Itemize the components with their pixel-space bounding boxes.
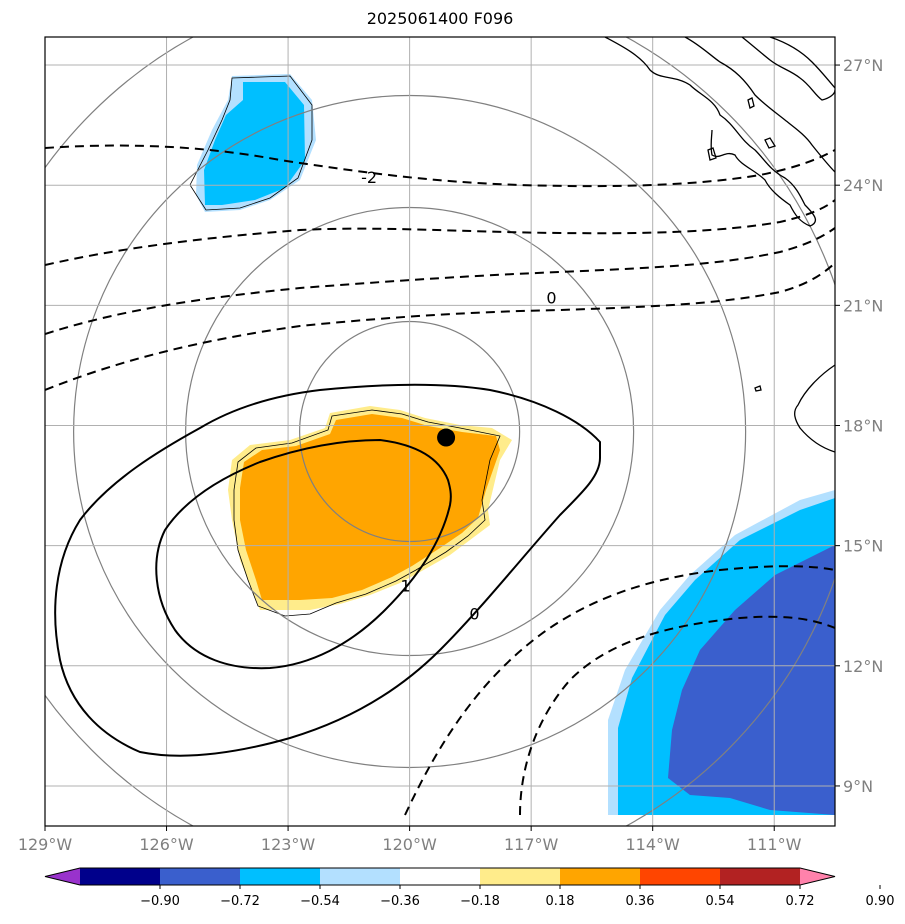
lon-tick-label: 126°W	[139, 835, 194, 854]
map-title: 2025061400 F096	[366, 9, 514, 28]
thin-contour-nw	[189, 75, 313, 211]
colorbar-label: 0.90	[866, 894, 895, 909]
colorbar-label: −0.18	[460, 894, 500, 909]
island-ne	[747, 97, 755, 109]
coast-sw-islands	[764, 137, 776, 149]
lon-tick-label: 114°W	[626, 835, 681, 854]
dashed-contour-6	[519, 615, 835, 816]
lon-tick-label: 120°W	[382, 835, 437, 854]
dashed-contour-5	[404, 565, 835, 816]
blue-anomaly-inner	[204, 82, 305, 205]
contour-label: 0	[546, 288, 556, 307]
blue-anomaly-se-strong	[668, 545, 835, 815]
jalisco-coast	[794, 364, 835, 453]
colorbar-label: −0.90	[140, 894, 180, 909]
lon-tick-label: 123°W	[261, 835, 316, 854]
colorbar-segment	[160, 868, 241, 885]
sonora-coast	[769, 37, 835, 89]
gulf-coast	[741, 37, 835, 101]
colorbar-segment	[240, 868, 321, 885]
contour-label: 1	[400, 577, 410, 596]
colorbar-label: 0.18	[546, 894, 575, 909]
colorbar-outline	[44, 867, 836, 886]
dashed-contour-2	[45, 199, 835, 266]
colorbar-extend-low	[45, 868, 80, 885]
cedros-island	[707, 147, 717, 161]
solid-contour-1	[155, 438, 452, 670]
anomaly-shading	[196, 74, 835, 815]
negative-contours	[45, 144, 835, 816]
colorbar-segment	[720, 868, 801, 885]
colorbar-segment	[400, 868, 481, 885]
islas-marias	[754, 385, 762, 392]
lat-tick-label: 27°N	[843, 56, 883, 75]
lon-tick-label: 129°W	[18, 835, 73, 854]
lat-tick-label: 24°N	[843, 176, 883, 195]
colorbar-segment	[560, 868, 641, 885]
map-frame	[44, 36, 836, 827]
lat-tick-label: 15°N	[843, 537, 883, 556]
colorbar-label: 0.72	[786, 894, 815, 909]
baja-california-coast	[604, 37, 817, 227]
colorbar-label: 0.54	[706, 894, 735, 909]
lat-lon-grid	[45, 37, 835, 826]
dashed-contour-1	[45, 144, 835, 188]
colorbar-segment	[640, 868, 721, 885]
colorbar-label: −0.54	[300, 894, 340, 909]
colorbar-segment	[480, 868, 561, 885]
colorbar-extend-high	[800, 868, 835, 885]
lat-tick-label: 9°N	[843, 777, 873, 796]
axis-ticks: 129°W 126°W 123°W 120°W 117°W 114°W 111°W9°N12…	[18, 56, 884, 854]
storm-center-marker	[437, 428, 456, 447]
dashed-contour-4	[45, 262, 835, 391]
colorbar-segment	[320, 868, 401, 885]
lat-tick-label: 18°N	[843, 416, 883, 435]
dashed-contour-3	[45, 227, 835, 335]
colorbar-label: −0.36	[380, 894, 420, 909]
contour-labels: -2 0 1 0	[361, 168, 556, 624]
positive-contours	[54, 383, 601, 757]
lon-tick-label: 117°W	[504, 835, 559, 854]
lat-tick-label: 12°N	[843, 657, 883, 676]
solid-contour-0	[54, 383, 601, 757]
mainland-coast	[684, 37, 835, 173]
contour-label: 0	[469, 605, 479, 624]
lon-tick-label: 111°W	[747, 835, 802, 854]
colorbar-segment	[80, 868, 161, 885]
colorbar-label: −0.72	[220, 894, 260, 909]
contour-label: -2	[361, 168, 377, 187]
colorbar: −0.90 −0.72 −0.54 −0.36 −0.18 0.18 0.36 0.54 0.7…	[44, 867, 895, 909]
coastlines	[604, 37, 835, 453]
colorbar-label: 0.36	[626, 894, 655, 909]
lat-tick-label: 21°N	[843, 296, 883, 315]
